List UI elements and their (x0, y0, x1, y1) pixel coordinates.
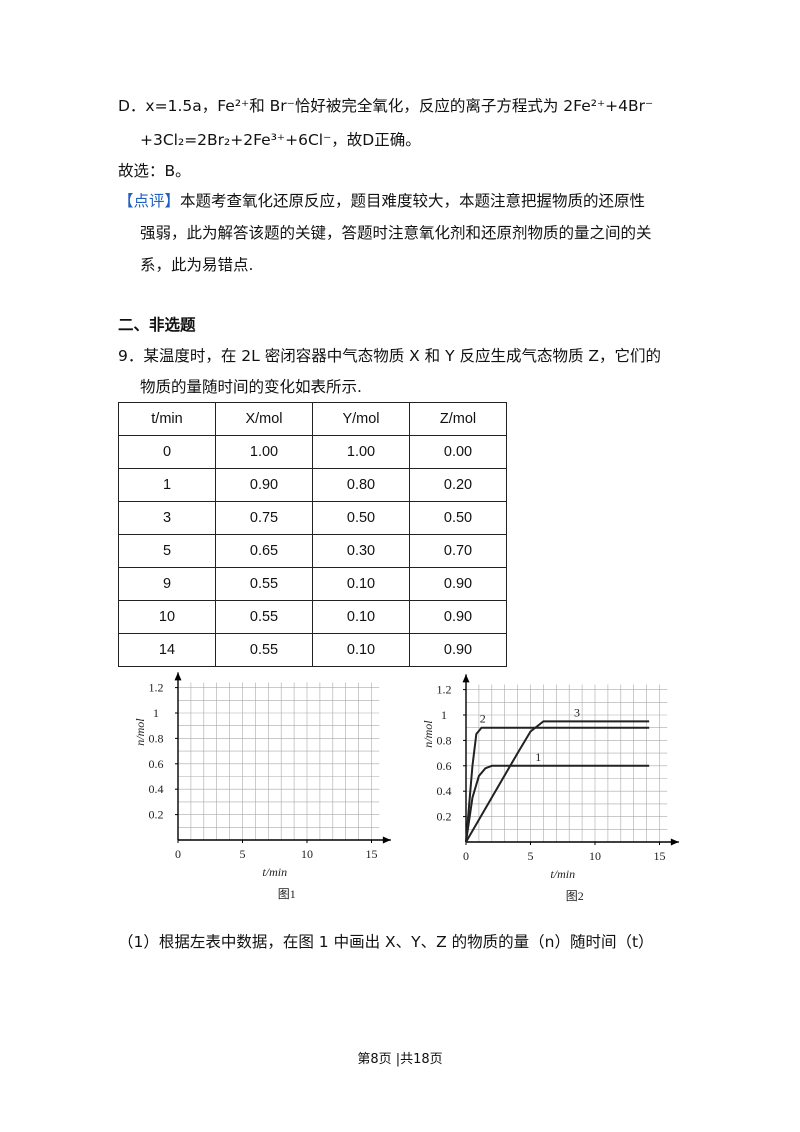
table-cell: 0.10 (312, 600, 410, 634)
text-line: 强弱，此为解答该题的关键，答题时注意氧化剂和还原剂物质的量之间的关 (140, 224, 652, 242)
y-tick-label: 0.6 (149, 757, 164, 771)
text: 本题考查氧化还原反应，题目难度较大，本题注意把握物质的还原性 (180, 192, 646, 210)
curve (465, 726, 650, 843)
x-axis-label: t/min (262, 865, 287, 879)
curve (465, 764, 650, 843)
table-cell: 0.90 (215, 468, 313, 502)
y-tick-label: 1.2 (149, 681, 164, 695)
footer: 第8页 |共18页 (357, 1052, 443, 1067)
table-row: 1 0.90 0.80 0.20 (118, 468, 507, 502)
table-cell: 0.50 (409, 501, 507, 535)
table-cell: 1 (118, 468, 216, 502)
comment-tag: 【点评】 (118, 192, 181, 210)
table-cell: 0.30 (312, 534, 410, 568)
table-row: 5 0.65 0.30 0.70 (118, 534, 507, 568)
y-tick-label: 0.2 (149, 808, 164, 822)
y-tick-label: 1 (441, 708, 447, 722)
text-line: 物质的量随时间的变化如表所示. (140, 378, 362, 396)
y-axis-label: n/mol (133, 718, 147, 746)
table-row: 0 1.00 1.00 0.00 (118, 435, 507, 469)
table-cell: 0.55 (215, 600, 313, 634)
y-tick-label: 1.2 (437, 683, 452, 697)
figures: 0 5 10 15 0.2 0.4 0.6 0.8 1 1.2 t/min n/mol 图1 0 5 10 15… (133, 672, 679, 903)
figure-caption: 图1 (278, 887, 296, 901)
section-title: 二、非选题 (118, 316, 196, 334)
text-line: +3Cl₂=2Br₂+2Fe³⁺+6Cl⁻，故D正确。 (140, 131, 421, 149)
text-line: 【点评】本题考查氧化还原反应，题目难度较大，本题注意把握物质的还原性 (118, 191, 645, 211)
y-tick-label: 0.8 (149, 731, 164, 745)
y-tick-label: 0.4 (149, 782, 164, 796)
table-cell: 0 (118, 435, 216, 469)
table-cell: 0.55 (215, 633, 313, 667)
figure: 0 5 10 15 0.2 0.4 0.6 0.8 1 1.2 t/min n/mol 图1 (133, 672, 391, 901)
table-row: 14 0.55 0.10 0.90 (118, 633, 507, 667)
figure-caption: 图2 (566, 889, 584, 903)
x-tick-label: 0 (175, 847, 181, 861)
x-tick-label: 15 (654, 849, 666, 863)
arrow (174, 672, 182, 681)
table-cell: 1.00 (312, 435, 410, 469)
figure: 0 5 10 15 0.2 0.4 0.6 0.8 1 1.2 t/min n/mol 图2 1 2 3 (421, 674, 679, 903)
x-tick-label: 10 (589, 849, 601, 863)
y-tick-label: 0.8 (437, 733, 452, 747)
x-tick-label: 10 (301, 847, 313, 861)
table-cell: 0.00 (409, 435, 507, 469)
text-line: 故选：B。 (118, 162, 191, 180)
data-table: t/min X/mol Y/mol Z/mol 0 1.00 1.00 0.00 1 0.90 0.… (118, 402, 507, 667)
text-line: D．x=1.5a，Fe²⁺和 Br⁻恰好被完全氧化，反应的离子方程式为 2Fe²… (118, 97, 654, 115)
x-tick-label: 5 (528, 849, 534, 863)
curve-label: 1 (535, 750, 541, 764)
table-cell: 0.10 (312, 567, 410, 601)
curve-label: 2 (480, 712, 486, 726)
table-cell: X/mol (215, 402, 313, 436)
table-cell: 0.90 (409, 567, 507, 601)
table-cell: 0.55 (215, 567, 313, 601)
arrow (462, 674, 470, 683)
curve (465, 720, 650, 843)
y-tick-label: 0.4 (437, 784, 452, 798)
table-cell: 10 (118, 600, 216, 634)
x-axis-label: t/min (550, 867, 575, 881)
table-cell: 0.70 (409, 534, 507, 568)
table-header: t/min X/mol Y/mol Z/mol (118, 402, 507, 436)
table-cell: 9 (118, 567, 216, 601)
table-row: 10 0.55 0.10 0.90 (118, 600, 507, 634)
table-cell: 14 (118, 633, 216, 667)
table-row: 9 0.55 0.10 0.90 (118, 567, 507, 601)
table-cell: t/min (118, 402, 216, 436)
y-tick-label: 1 (153, 706, 159, 720)
table-cell: 0.50 (312, 501, 410, 535)
table-cell: Y/mol (312, 402, 410, 436)
y-tick-label: 0.2 (437, 810, 452, 824)
table-cell: 0.90 (409, 633, 507, 667)
arrow (382, 836, 391, 844)
table-cell: 1.00 (215, 435, 313, 469)
arrow (670, 838, 679, 846)
y-tick-label: 0.6 (437, 759, 452, 773)
curve-label: 3 (574, 705, 580, 719)
text-line: 系，此为易错点. (140, 256, 254, 274)
table-cell: 0.80 (312, 468, 410, 502)
table-cell: 0.65 (215, 534, 313, 568)
x-tick-label: 15 (366, 847, 378, 861)
table-cell: 0.90 (409, 600, 507, 634)
x-tick-label: 5 (240, 847, 246, 861)
table-cell: 0.20 (409, 468, 507, 502)
text-line: （1）根据左表中数据，在图 1 中画出 X、Y、Z 的物质的量（n）随时间（t） (118, 933, 654, 951)
table-row: 3 0.75 0.50 0.50 (118, 501, 507, 535)
x-tick-label: 0 (463, 849, 469, 863)
table-cell: 0.75 (215, 501, 313, 535)
table-cell: 3 (118, 501, 216, 535)
table-cell: Z/mol (409, 402, 507, 436)
y-axis-label: n/mol (421, 720, 435, 748)
text-line: 9．某温度时，在 2L 密闭容器中气态物质 X 和 Y 反应生成气态物质 Z，它… (118, 347, 662, 365)
table-cell: 5 (118, 534, 216, 568)
